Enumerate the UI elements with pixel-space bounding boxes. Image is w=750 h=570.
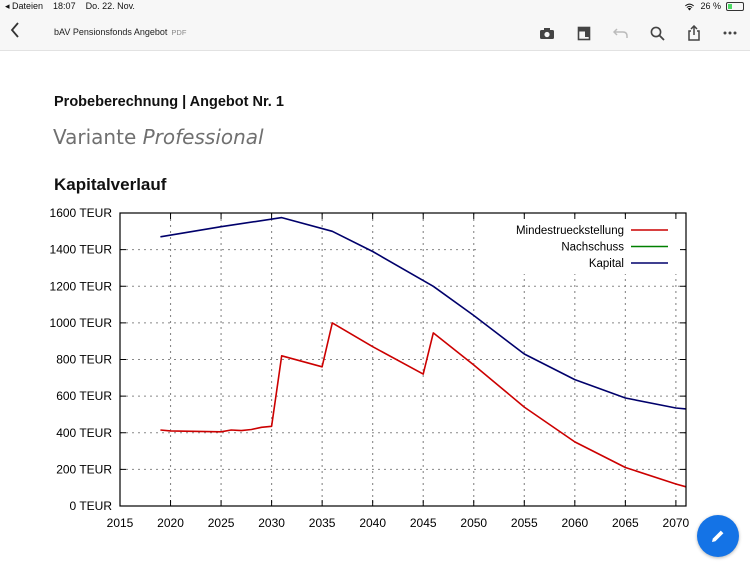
series-line-kapital [160, 216, 687, 410]
x-tick-label: 2070 [663, 516, 690, 530]
legend-label: Nachschuss [561, 242, 624, 254]
x-tick-label: 2030 [258, 516, 285, 530]
file-type-label: PDF [171, 28, 187, 37]
variant-name: Professional [142, 125, 264, 149]
legend-label: Kapital [589, 258, 624, 270]
more-icon[interactable] [719, 22, 741, 44]
status-bar: ◂ Dateien 18:07 Do. 22. Nov. 26 % [0, 0, 750, 14]
x-tick-label: 2060 [561, 516, 588, 530]
variant-label: Variante [53, 125, 143, 149]
y-tick-label: 1000 TEUR [50, 316, 113, 330]
camera-icon[interactable] [536, 22, 558, 44]
y-tick-label: 200 TEUR [56, 462, 112, 476]
chart-title: Kapitalverlauf [54, 175, 167, 194]
x-tick-label: 2020 [157, 516, 184, 530]
series-line-mindestrueckstellung [160, 322, 687, 488]
y-tick-label: 0 TEUR [70, 499, 113, 513]
status-date: Do. 22. Nov. [85, 1, 135, 11]
x-tick-label: 2045 [410, 516, 437, 530]
search-icon[interactable] [646, 22, 668, 44]
x-tick-label: 2065 [612, 516, 639, 530]
x-tick-label: 2055 [511, 516, 538, 530]
y-tick-label: 400 TEUR [56, 426, 112, 440]
x-tick-label: 2015 [107, 516, 134, 530]
wifi-icon [685, 3, 695, 10]
document-name: bAV Pensionsfonds Angebot [54, 27, 168, 37]
top-toolbar: bAV Pensionsfonds Angebot PDF [0, 14, 750, 51]
document-title: bAV Pensionsfonds Angebot PDF [54, 27, 186, 37]
battery-percent: 26 % [700, 1, 721, 11]
back-to-app-link[interactable]: ◂ Dateien [5, 1, 44, 11]
bookmark-icon[interactable] [573, 22, 595, 44]
pencil-icon [712, 530, 724, 542]
status-time: 18:07 [53, 1, 76, 11]
offer-heading: Probeberechnung | Angebot Nr. 1 [54, 94, 284, 110]
y-tick-label: 600 TEUR [56, 389, 112, 403]
back-icon[interactable] [10, 22, 20, 43]
y-tick-label: 800 TEUR [56, 353, 112, 367]
legend-label: Mindestrueckstellung [516, 225, 624, 237]
variant-subheading: Variante Professional [53, 125, 264, 149]
x-tick-label: 2035 [309, 516, 336, 530]
y-tick-label: 1200 TEUR [50, 279, 113, 293]
y-tick-label: 1600 TEUR [50, 206, 113, 220]
x-tick-label: 2040 [359, 516, 386, 530]
y-tick-label: 1400 TEUR [50, 243, 113, 257]
battery-icon [726, 1, 744, 11]
undo-icon[interactable] [610, 22, 632, 44]
x-tick-label: 2050 [460, 516, 487, 530]
x-tick-label: 2025 [208, 516, 235, 530]
plot-frame [119, 212, 687, 507]
edit-button[interactable] [697, 515, 739, 557]
share-icon[interactable] [683, 22, 705, 44]
